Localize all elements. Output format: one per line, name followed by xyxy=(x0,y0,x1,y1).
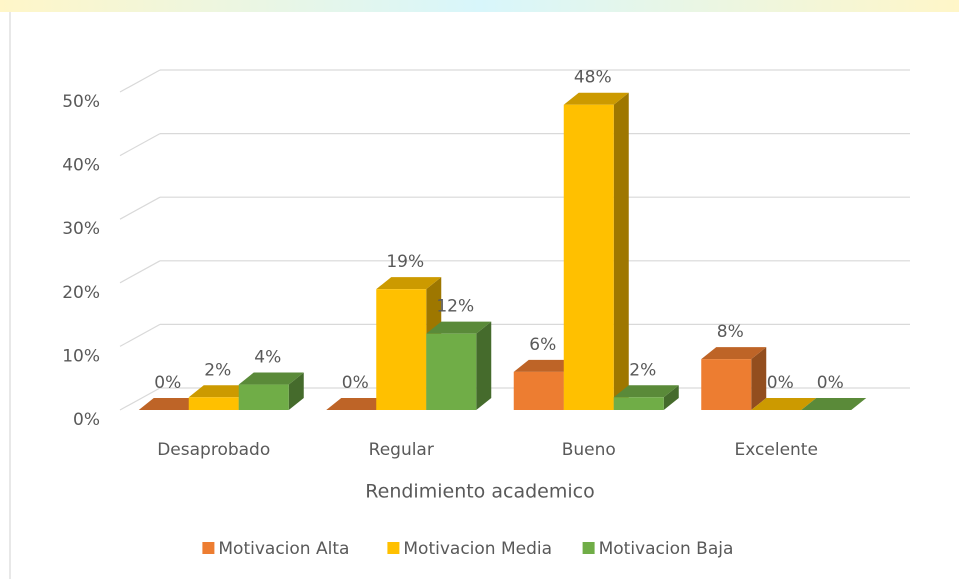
bar-top xyxy=(613,385,679,398)
legend-label: Motivacion Alta xyxy=(218,539,349,559)
bar xyxy=(326,398,392,410)
bar-front xyxy=(613,397,664,410)
y-tick-label: 50% xyxy=(62,92,100,112)
bar-side xyxy=(476,321,492,410)
x-tick-label: Regular xyxy=(369,440,434,460)
bar-top xyxy=(513,359,579,372)
x-tick-label: Excelente xyxy=(735,440,818,460)
bar xyxy=(563,92,629,410)
bar-front xyxy=(563,104,614,410)
bar xyxy=(701,347,767,410)
bar-front xyxy=(376,289,427,410)
bar-front xyxy=(701,359,752,410)
value-label: 19% xyxy=(386,252,424,272)
bar-side xyxy=(613,92,629,410)
value-label: 0% xyxy=(342,373,369,393)
bar-top xyxy=(376,277,442,290)
grid-line-side xyxy=(119,260,161,284)
bar-top xyxy=(138,398,204,410)
value-label: 12% xyxy=(436,297,474,317)
bar-side xyxy=(751,347,767,410)
legend-swatch xyxy=(582,542,595,554)
bar-top xyxy=(563,92,629,105)
legend-swatch xyxy=(387,542,400,554)
grid-line-side xyxy=(119,196,161,220)
bar xyxy=(426,321,492,410)
y-tick-label: 10% xyxy=(62,346,100,366)
y-tick-label: 40% xyxy=(62,156,100,176)
legend-swatch xyxy=(202,542,215,554)
x-tick-label: Desaprobado xyxy=(157,440,270,460)
bar-front xyxy=(188,397,239,410)
bar-front xyxy=(238,384,289,410)
bar-top xyxy=(751,398,817,410)
bar-top xyxy=(188,385,254,398)
y-tick-label: 20% xyxy=(62,283,100,303)
value-label: 2% xyxy=(204,360,231,380)
bar xyxy=(751,398,817,410)
bar-front xyxy=(426,333,477,410)
value-label: 2% xyxy=(629,360,656,380)
bar xyxy=(613,385,679,410)
bar xyxy=(376,277,442,410)
bar-top xyxy=(426,321,492,334)
value-label: 6% xyxy=(529,335,556,355)
bar xyxy=(238,372,304,410)
bar xyxy=(801,398,867,410)
y-tick-label: 30% xyxy=(62,219,100,239)
value-label: 0% xyxy=(767,373,794,393)
bar-front xyxy=(513,371,564,410)
legend-label: Motivacion Media xyxy=(403,539,552,559)
bar-top xyxy=(238,372,304,385)
bar-side xyxy=(288,372,304,410)
bar-top xyxy=(326,398,392,410)
value-label: 48% xyxy=(574,68,612,88)
legend-label: Motivacion Baja xyxy=(599,539,734,559)
x-tick-label: Bueno xyxy=(562,440,616,460)
y-tick-label: 0% xyxy=(73,410,100,430)
value-label: 8% xyxy=(717,322,744,342)
grid-line-side xyxy=(119,69,161,93)
bar-top xyxy=(801,398,867,410)
grid-line-side xyxy=(119,323,161,347)
value-label: 4% xyxy=(254,348,281,368)
bar-top xyxy=(701,347,767,360)
grid-line-side xyxy=(119,133,161,157)
value-label: 0% xyxy=(817,373,844,393)
grid-line-side xyxy=(119,387,161,411)
x-axis-title: Rendimiento academico xyxy=(365,481,594,503)
top-band xyxy=(0,0,959,12)
value-label: 0% xyxy=(154,373,181,393)
bar xyxy=(138,398,204,410)
bar-side xyxy=(663,385,679,410)
